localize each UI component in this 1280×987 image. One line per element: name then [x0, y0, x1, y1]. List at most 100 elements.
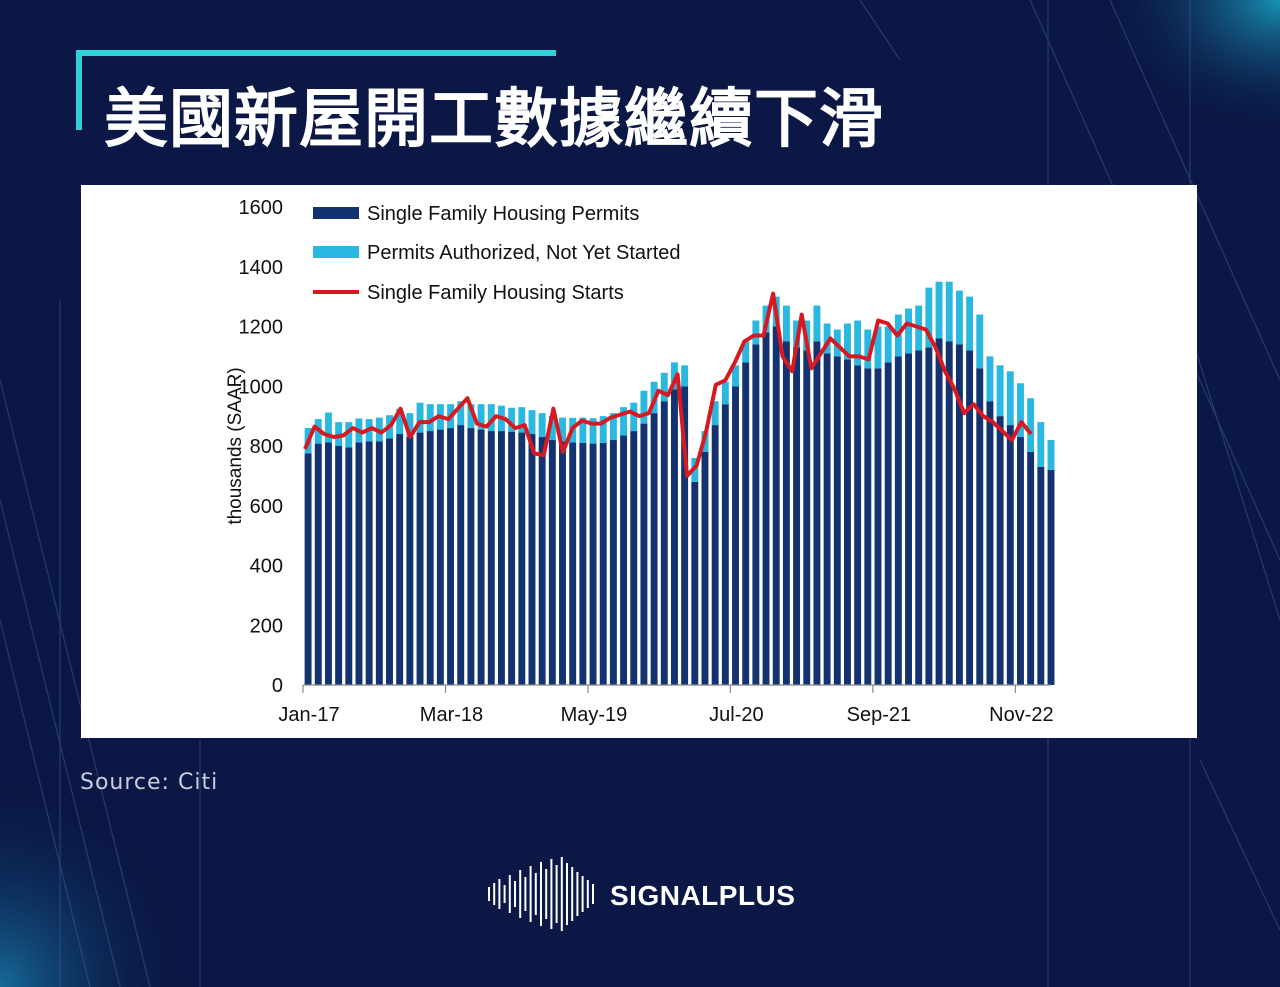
brand: SIGNALPLUS [486, 852, 806, 936]
authorized-bar [538, 413, 546, 438]
permit-bar [996, 416, 1004, 685]
permit-bar [986, 401, 994, 685]
permit-bar [976, 368, 984, 685]
authorized-bar [752, 320, 760, 345]
permit-bar [864, 368, 872, 685]
legend-label: Permits Authorized, Not Yet Started [367, 242, 681, 264]
authorized-bar [324, 412, 332, 443]
permit-bar [660, 401, 668, 685]
authorized-bar [457, 401, 465, 426]
authorized-bar [548, 416, 556, 441]
permit-bar [742, 362, 750, 685]
permit-bar [426, 431, 434, 685]
legend-swatch-authorized [313, 246, 359, 258]
authorized-bar [966, 296, 974, 351]
permit-bar [782, 341, 790, 685]
permit-bar [518, 432, 526, 685]
x-tick-label: Jan-17 [278, 704, 339, 726]
permit-bar [813, 341, 821, 685]
permit-bar [935, 338, 943, 685]
y-tick-label: 800 [250, 436, 283, 458]
authorized-bar [589, 418, 597, 444]
permit-bar [640, 423, 648, 685]
authorized-bar [1017, 383, 1024, 438]
permit-bar [569, 442, 577, 685]
permit-bar [915, 350, 923, 685]
permit-bar [650, 413, 658, 685]
permit-bar [375, 441, 383, 685]
title-accent-line [76, 50, 556, 56]
authorized-bar [935, 281, 943, 339]
permit-bar [497, 431, 505, 685]
authorized-bar [844, 323, 851, 360]
authorized-bar [711, 401, 719, 426]
authorized-bar [630, 402, 638, 432]
permit-bar [1037, 466, 1045, 685]
x-tick-label: May-19 [561, 704, 628, 726]
authorized-bar [681, 365, 689, 387]
page-title: 美國新屋開工數據繼續下滑 [104, 83, 884, 157]
authorized-bar [579, 417, 587, 444]
permit-bar [335, 446, 343, 685]
permit-bar [833, 356, 841, 685]
authorized-bar [406, 413, 414, 438]
x-tick-label: Nov-22 [989, 704, 1053, 726]
y-tick-label: 0 [272, 675, 283, 697]
authorized-bar [945, 281, 953, 342]
permit-bar [905, 353, 912, 685]
authorized-bar [467, 404, 475, 429]
authorized-bar [609, 413, 617, 441]
permit-bar [548, 440, 556, 685]
authorized-bar [721, 381, 729, 405]
starts-line [303, 291, 1033, 478]
brand-name: SIGNALPLUS [610, 880, 796, 911]
permit-bar [324, 442, 332, 685]
legend-label: Single Family Housing Starts [367, 282, 624, 304]
y-tick-label: 1000 [239, 376, 284, 398]
legend-label: Single Family Housing Permits [367, 203, 639, 225]
authorized-bar [1047, 440, 1055, 470]
authorized-bar [976, 314, 984, 369]
permit-bar [874, 368, 882, 685]
authorized-bar [955, 290, 963, 345]
authorized-bar [559, 417, 566, 442]
permit-bar [416, 432, 424, 685]
y-tick-label: 400 [250, 556, 283, 578]
authorized-bar [854, 320, 862, 366]
y-tick-label: 1600 [239, 197, 284, 219]
y-tick-label: 200 [250, 615, 283, 637]
permit-bar [752, 344, 760, 685]
permit-bar [1006, 425, 1014, 685]
permit-bar [894, 356, 902, 685]
authorized-bar [782, 305, 790, 342]
permit-bar [396, 434, 404, 685]
y-tick-label: 600 [250, 496, 283, 518]
permit-bar [762, 332, 770, 685]
permit-bar [803, 350, 811, 685]
authorized-bar [925, 287, 933, 348]
permit-bar [355, 442, 363, 685]
housing-chart: 0 200 400 600 800 1000 1200 1400 1600 thousands (… [225, 197, 1055, 726]
permit-bar [711, 425, 719, 685]
authorized-bar [986, 356, 994, 402]
permit-bar [1017, 437, 1024, 685]
permit-bar [436, 429, 444, 685]
authorized-bar [1006, 371, 1014, 426]
authorized-bar [335, 422, 343, 446]
permit-bar [406, 437, 414, 685]
authorized-bar [487, 404, 495, 432]
permit-bar [589, 443, 597, 685]
authorized-bar [640, 390, 648, 424]
authorized-bar [996, 365, 1004, 417]
x-tick-label: Sep-21 [847, 704, 912, 726]
authorized-bar [884, 326, 892, 363]
authorized-bar [864, 329, 872, 369]
permit-bar [559, 441, 566, 685]
authorized-bar [874, 326, 882, 369]
permit-bar [386, 438, 393, 685]
authorized-bar [416, 402, 424, 433]
permit-bar [691, 481, 699, 685]
permit-bar [793, 347, 801, 685]
permit-bar [823, 353, 831, 685]
authorized-bar [813, 305, 821, 342]
